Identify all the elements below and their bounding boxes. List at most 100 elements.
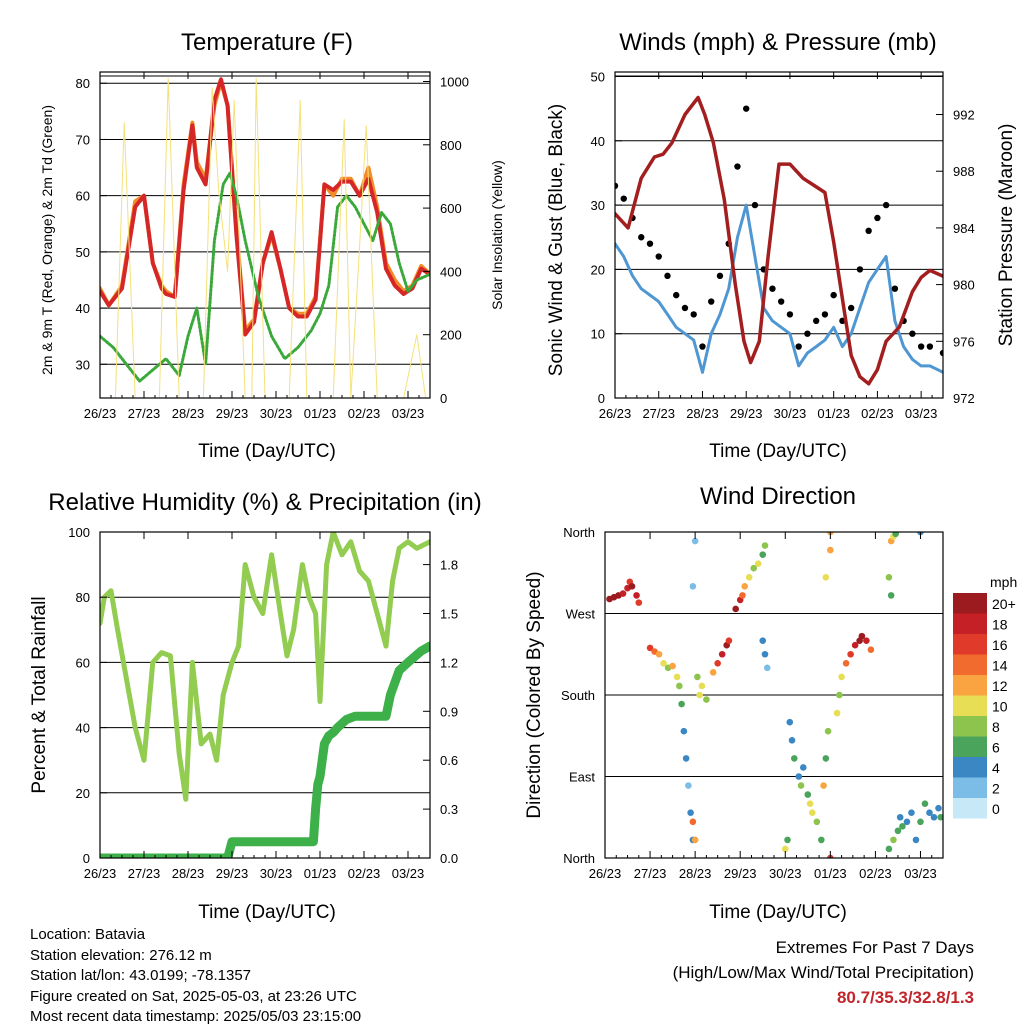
direction-point	[781, 845, 789, 853]
chart-title: Wind Direction	[700, 483, 856, 510]
grid-lines	[615, 75, 943, 335]
y-right-tick-label: 1000	[440, 74, 469, 89]
y-tick-label: 50	[591, 70, 605, 85]
y-tick-label: North	[563, 851, 595, 866]
y-tick-label: 60	[76, 655, 90, 670]
gust-point	[734, 163, 741, 170]
direction-point	[676, 682, 683, 690]
gust-point	[646, 240, 654, 247]
direction-point	[851, 641, 859, 649]
y-tick-label: East	[569, 770, 595, 785]
direction-point	[833, 709, 841, 717]
direction-point	[691, 537, 699, 545]
extremes-values: 80.7/35.3/32.8/1.3	[836, 988, 974, 1007]
x-tick-label: 03/23	[392, 406, 425, 421]
direction-point	[696, 691, 703, 699]
x-axis-label: Time (Day/UTC)	[198, 441, 336, 462]
colorbar-label: 18	[992, 617, 1008, 633]
station-info: Location: Batavia Station elevation: 276…	[30, 925, 361, 1028]
x-tick-label: 30/23	[774, 406, 807, 421]
gust-point	[795, 343, 802, 350]
direction-point	[691, 836, 699, 844]
x-tick-label: 27/23	[128, 866, 161, 881]
y-right-tick-label: 984	[953, 221, 975, 236]
direction-point	[678, 700, 685, 708]
direction-point	[725, 637, 733, 644]
extremes-title: Extremes For Past 7 Days	[775, 938, 974, 957]
gust-point	[812, 317, 820, 325]
chart-panel-1: Temperature (F) Time (Day/UTC) 2m & 9m T (…	[39, 29, 505, 462]
x-tick-label: 01/23	[814, 866, 847, 881]
x-tick-label: 01/23	[304, 406, 337, 421]
x-tick-label: 28/23	[679, 866, 712, 881]
y-right-ticks: 972 976 980 984 988 992	[936, 108, 975, 406]
colorbar-swatch	[953, 695, 987, 716]
y-tick-label: 40	[76, 721, 90, 736]
colorbar-label: 6	[992, 740, 1000, 756]
gust-point	[716, 272, 724, 280]
colorbar-swatch	[953, 593, 987, 614]
x-tick-label: 30/23	[260, 866, 293, 881]
y-tick-label: South	[561, 688, 595, 703]
gust-point	[681, 304, 689, 312]
gust-point	[891, 285, 899, 292]
direction-point	[655, 650, 663, 658]
direction-point	[619, 590, 627, 597]
colorbar-label: 2	[992, 781, 1000, 797]
direction-point	[745, 573, 753, 581]
x-tick-label: 30/23	[769, 866, 802, 881]
y-axis-label: Direction (Colored By Speed)	[524, 571, 545, 818]
direction-point	[685, 782, 692, 789]
y-right-tick-label: 976	[953, 334, 975, 349]
series-td	[100, 171, 430, 383]
direction-point	[827, 546, 834, 554]
direction-point	[795, 773, 803, 780]
y-tick-label: 70	[76, 132, 90, 147]
y-ticks: 30 40 50 60 70 80	[76, 76, 107, 372]
direction-point	[698, 682, 706, 690]
y-ticks: 0 20 40 60 80 100	[68, 525, 107, 866]
y-tick-label: 40	[76, 301, 90, 316]
colorbar-swatch	[953, 757, 987, 778]
x-axis-label: Time (Day/UTC)	[198, 902, 336, 923]
plot-area	[100, 77, 430, 398]
x-tick-label: 27/23	[634, 866, 667, 881]
direction-point	[732, 605, 739, 613]
direction-point	[718, 650, 726, 658]
direction-point	[867, 646, 875, 654]
colorbar-swatch	[953, 613, 987, 634]
x-ticks: 26/23 27/23 28/23 29/23 30/23 01/23 02/23 03/23	[589, 532, 937, 881]
y-right-tick-label: 800	[440, 138, 462, 153]
direction-point	[926, 809, 933, 817]
y-right-tick-label: 972	[953, 391, 975, 406]
y-right-tick-label: 0.0	[440, 851, 458, 866]
direction-point	[754, 560, 762, 567]
direction-point	[813, 818, 821, 826]
direction-point	[761, 542, 769, 549]
y-tick-label: 10	[591, 327, 605, 342]
direction-point	[660, 660, 667, 667]
gust-point	[939, 349, 943, 357]
x-tick-label: 01/23	[304, 866, 337, 881]
direction-point	[894, 827, 902, 835]
colorbar-swatch	[953, 716, 987, 737]
direction-point	[921, 800, 929, 807]
y-tick-label: North	[563, 525, 595, 540]
direction-point	[689, 818, 697, 826]
y-tick-label: 0	[83, 851, 90, 866]
y-tick-label: 50	[76, 245, 90, 260]
gust-point	[615, 182, 619, 190]
series-t9m	[100, 79, 430, 333]
direction-point	[908, 809, 915, 817]
x-tick-label: 02/23	[348, 866, 381, 881]
x-tick-label: 02/23	[348, 406, 381, 421]
x-tick-label: 28/23	[686, 406, 719, 421]
direction-point	[709, 669, 717, 676]
gust-point	[874, 214, 881, 222]
series-wind	[615, 203, 943, 374]
colorbar-label: 14	[992, 658, 1008, 674]
direction-point	[784, 836, 791, 844]
x-tick-label: 02/23	[859, 866, 892, 881]
y-tick-label: 40	[591, 134, 605, 149]
colorbar-swatch	[953, 654, 987, 675]
